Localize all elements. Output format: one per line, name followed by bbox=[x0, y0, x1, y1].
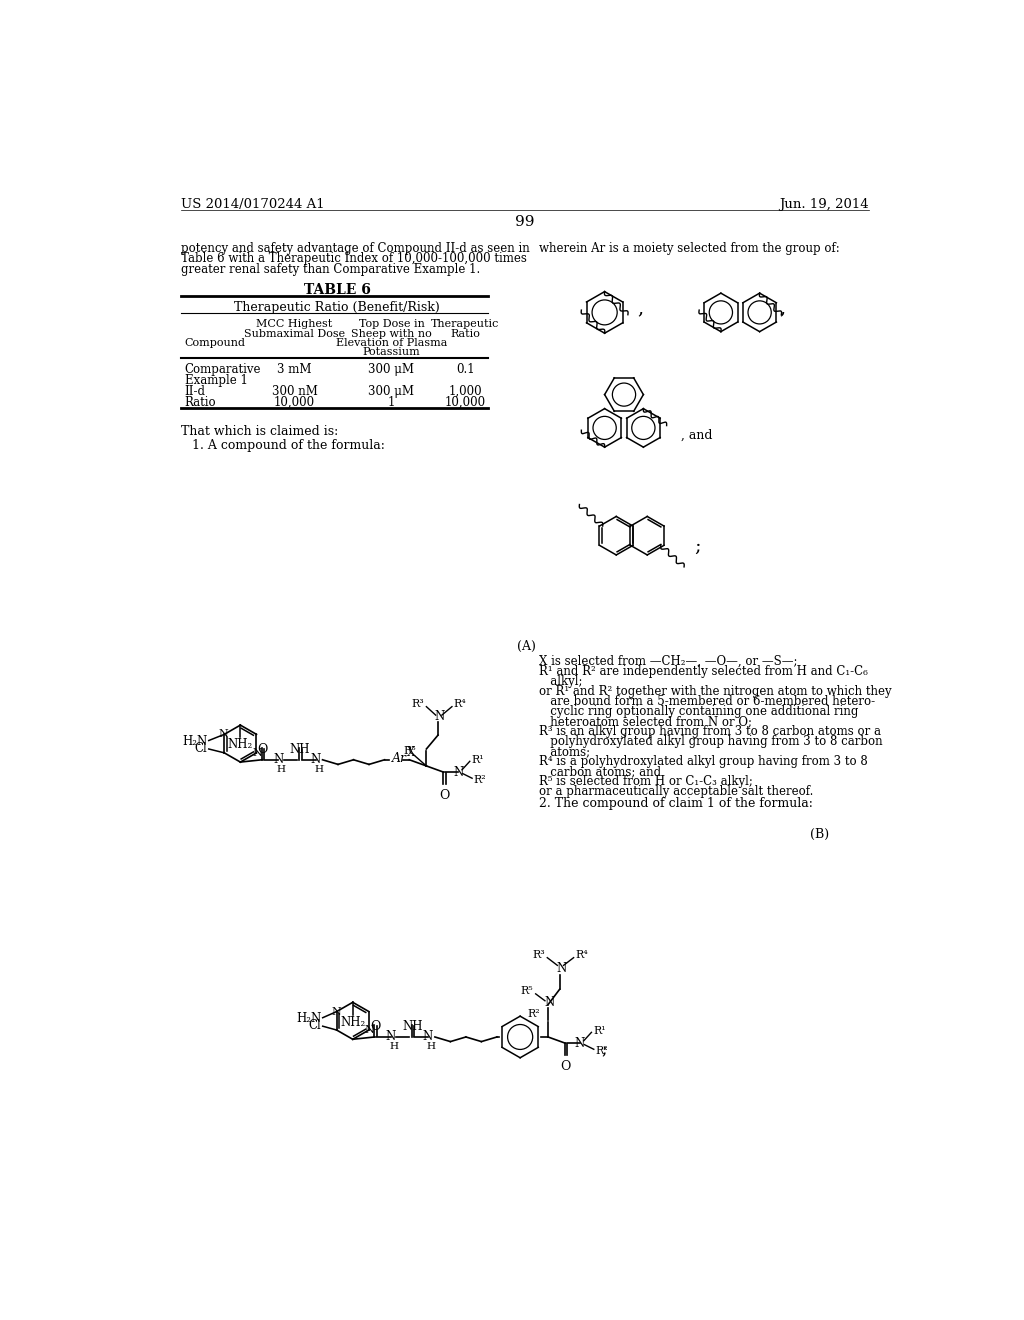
Text: ;: ; bbox=[601, 1040, 607, 1057]
Text: R³ is an alkyl group having from 3 to 8 carbon atoms or a: R³ is an alkyl group having from 3 to 8 … bbox=[539, 725, 881, 738]
Text: Ratio: Ratio bbox=[451, 329, 480, 338]
Text: US 2014/0170244 A1: US 2014/0170244 A1 bbox=[180, 198, 325, 211]
Text: R⁵: R⁵ bbox=[403, 746, 416, 755]
Text: R⁴: R⁴ bbox=[454, 700, 466, 709]
Text: polyhydroxylated alkyl group having from 3 to 8 carbon: polyhydroxylated alkyl group having from… bbox=[539, 735, 883, 748]
Text: are bound form a 5-membered or 6-membered hetero-: are bound form a 5-membered or 6-membere… bbox=[539, 696, 874, 708]
Text: R³: R³ bbox=[412, 700, 424, 709]
Text: N: N bbox=[252, 748, 262, 758]
Text: NH₂: NH₂ bbox=[340, 1016, 366, 1030]
Text: Therapeutic Ratio (Benefit/Risk): Therapeutic Ratio (Benefit/Risk) bbox=[234, 301, 440, 314]
Text: Table 6 with a Therapeutic Index of 10,000-100,000 times: Table 6 with a Therapeutic Index of 10,0… bbox=[180, 252, 526, 265]
Text: H₂N: H₂N bbox=[296, 1012, 322, 1026]
Text: N: N bbox=[331, 1007, 341, 1016]
Text: MCC Highest: MCC Highest bbox=[256, 319, 333, 329]
Text: 0.1: 0.1 bbox=[456, 363, 474, 376]
Text: N: N bbox=[574, 1036, 585, 1049]
Text: Cl: Cl bbox=[308, 1019, 322, 1032]
Text: O: O bbox=[370, 1020, 380, 1034]
Text: 300 nM: 300 nM bbox=[271, 385, 317, 397]
Text: Comparative: Comparative bbox=[184, 363, 261, 376]
Text: N: N bbox=[273, 754, 284, 767]
Text: R²: R² bbox=[595, 1045, 608, 1056]
Text: R⁴: R⁴ bbox=[575, 950, 588, 961]
Text: H: H bbox=[389, 1043, 398, 1051]
Text: (A): (A) bbox=[517, 640, 536, 652]
Text: heteroatom selected from N or O;: heteroatom selected from N or O; bbox=[539, 715, 752, 729]
Text: potency and safety advantage of Compound II-d as seen in: potency and safety advantage of Compound… bbox=[180, 242, 529, 255]
Text: or a pharmaceutically acceptable salt thereof.: or a pharmaceutically acceptable salt th… bbox=[539, 785, 813, 799]
Text: 1. A compound of the formula:: 1. A compound of the formula: bbox=[191, 438, 384, 451]
Text: Therapeutic: Therapeutic bbox=[431, 319, 500, 329]
Text: O: O bbox=[439, 789, 450, 803]
Text: cyclic ring optionally containing one additional ring: cyclic ring optionally containing one ad… bbox=[539, 705, 858, 718]
Text: Submaximal Dose: Submaximal Dose bbox=[244, 329, 345, 338]
Text: H: H bbox=[427, 1043, 435, 1051]
Text: (B): (B) bbox=[810, 829, 829, 841]
Text: R¹: R¹ bbox=[471, 755, 484, 764]
Text: atoms;: atoms; bbox=[539, 744, 590, 758]
Text: Sheep with no: Sheep with no bbox=[351, 329, 432, 338]
Text: X: X bbox=[407, 746, 415, 759]
Text: wherein Ar is a moiety selected from the group of:: wherein Ar is a moiety selected from the… bbox=[539, 242, 840, 255]
Text: ,: , bbox=[779, 300, 785, 318]
Text: N: N bbox=[310, 754, 321, 767]
Text: Compound: Compound bbox=[184, 338, 246, 347]
Text: NH₂: NH₂ bbox=[227, 738, 253, 751]
Text: NH: NH bbox=[290, 743, 310, 756]
Text: Jun. 19, 2014: Jun. 19, 2014 bbox=[779, 198, 869, 211]
Text: N: N bbox=[365, 1026, 375, 1035]
Text: or R¹ and R² together with the nitrogen atom to which they: or R¹ and R² together with the nitrogen … bbox=[539, 685, 891, 698]
Text: 10,000: 10,000 bbox=[444, 396, 485, 409]
Text: 2. The compound of claim 1 of the formula:: 2. The compound of claim 1 of the formul… bbox=[539, 797, 813, 809]
Text: R¹ and R² are independently selected from H and C₁-C₆: R¹ and R² are independently selected fro… bbox=[539, 665, 867, 678]
Text: R⁴ is a polyhydroxylated alkyl group having from 3 to 8: R⁴ is a polyhydroxylated alkyl group hav… bbox=[539, 755, 867, 768]
Text: Potassium: Potassium bbox=[362, 347, 421, 356]
Text: 3 mM: 3 mM bbox=[278, 363, 312, 376]
Text: Example 1: Example 1 bbox=[184, 374, 248, 387]
Text: N: N bbox=[423, 1031, 433, 1044]
Text: Ratio: Ratio bbox=[184, 396, 216, 409]
Text: TABLE 6: TABLE 6 bbox=[304, 284, 371, 297]
Text: Elevation of Plasma: Elevation of Plasma bbox=[336, 338, 447, 347]
Text: N: N bbox=[453, 766, 463, 779]
Text: alkyl;: alkyl; bbox=[539, 675, 583, 688]
Text: R⁵: R⁵ bbox=[520, 986, 532, 995]
Text: 99: 99 bbox=[515, 215, 535, 230]
Text: ;: ; bbox=[693, 539, 700, 556]
Text: H₂N: H₂N bbox=[182, 735, 207, 748]
Text: 300 μM: 300 μM bbox=[369, 385, 415, 397]
Text: R¹: R¹ bbox=[593, 1026, 605, 1036]
Text: ,: , bbox=[637, 300, 643, 318]
Text: 300 μM: 300 μM bbox=[369, 363, 415, 376]
Text: greater renal safety than Comparative Example 1.: greater renal safety than Comparative Ex… bbox=[180, 263, 480, 276]
Text: 10,000: 10,000 bbox=[274, 396, 315, 409]
Text: R³: R³ bbox=[532, 950, 545, 961]
Text: O: O bbox=[258, 743, 268, 756]
Text: , and: , and bbox=[681, 429, 712, 442]
Text: carbon atoms; and: carbon atoms; and bbox=[539, 766, 660, 779]
Text: 1: 1 bbox=[388, 396, 395, 409]
Text: Cl: Cl bbox=[195, 742, 207, 755]
Text: R²: R² bbox=[527, 1008, 541, 1019]
Text: N: N bbox=[556, 962, 566, 975]
Text: R⁵ is selected from H or C₁-C₃ alkyl;: R⁵ is selected from H or C₁-C₃ alkyl; bbox=[539, 775, 753, 788]
Text: Ar: Ar bbox=[392, 752, 408, 766]
Text: N: N bbox=[434, 710, 444, 723]
Text: Top Dose in: Top Dose in bbox=[358, 319, 424, 329]
Text: R²: R² bbox=[474, 775, 486, 785]
Text: That which is claimed is:: That which is claimed is: bbox=[180, 425, 338, 438]
Text: N: N bbox=[545, 995, 555, 1008]
Text: 1,000: 1,000 bbox=[449, 385, 482, 397]
Text: II-d: II-d bbox=[184, 385, 206, 397]
Text: H: H bbox=[276, 766, 286, 774]
Text: N: N bbox=[386, 1031, 396, 1044]
Text: O: O bbox=[561, 1060, 571, 1073]
Text: H: H bbox=[314, 766, 324, 774]
Text: N: N bbox=[218, 730, 228, 739]
Text: NH: NH bbox=[402, 1020, 423, 1034]
Text: X is selected from —CH₂—, —O—, or —S—;: X is selected from —CH₂—, —O—, or —S—; bbox=[539, 655, 798, 668]
